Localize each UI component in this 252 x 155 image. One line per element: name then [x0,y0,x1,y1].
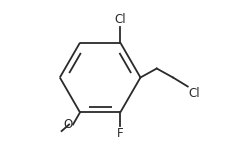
Text: O: O [63,118,72,131]
Text: F: F [116,127,123,140]
Text: Cl: Cl [188,87,199,100]
Text: Cl: Cl [114,13,125,26]
